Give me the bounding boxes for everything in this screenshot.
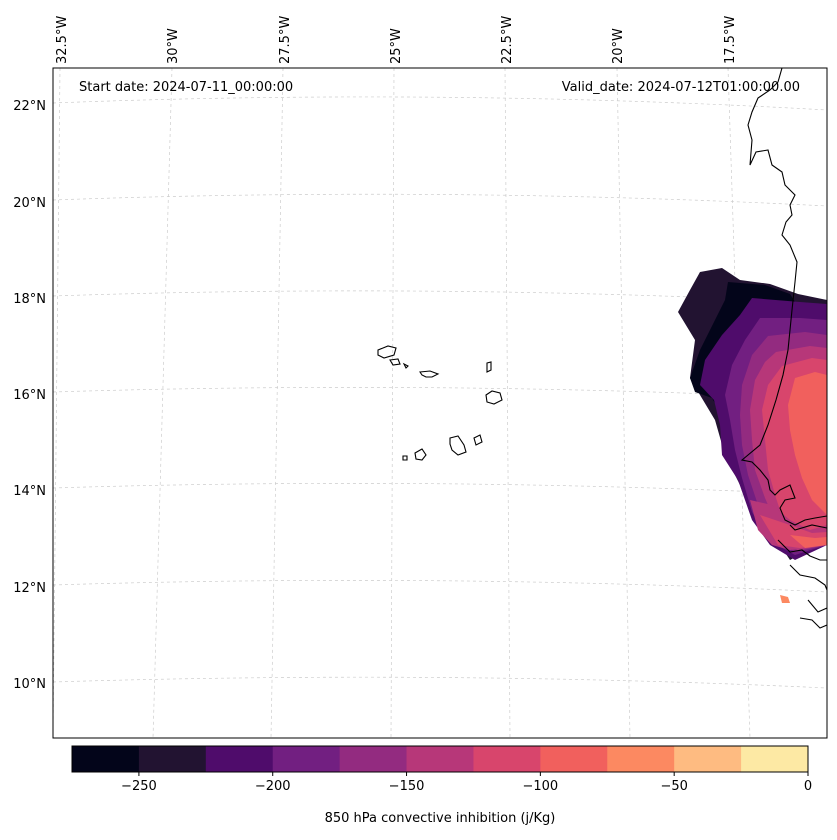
contour-level-7 (788, 372, 827, 515)
colorbar-label: 850 hPa convective inhibition (j/Kg) (325, 811, 556, 826)
graticule (53, 68, 827, 738)
coastlines (740, 68, 827, 629)
lon-label-25w: 25°W (389, 28, 404, 64)
colorbar-swatch (674, 746, 742, 772)
lon-label-30w: 30°W (166, 28, 181, 64)
colorbar-tick-label: −100 (523, 779, 559, 794)
valid-date-label: Valid_date: 2024-07-12T01:00:00.00 (562, 80, 800, 95)
colorbar-swatch (741, 746, 809, 772)
island-maio (473, 434, 483, 446)
colorbar-swatch (540, 746, 608, 772)
colorbar-swatch (72, 746, 140, 772)
lon-label-32p5w: 32.5°W (55, 16, 70, 64)
colorbar-tick-label: −250 (121, 779, 157, 794)
africa-coastline (740, 68, 827, 629)
lat-label-10n: 10°N (13, 677, 46, 692)
colorbar-swatch (607, 746, 675, 772)
island-boa-vista (485, 390, 503, 405)
island-sal (486, 361, 492, 373)
lat-label-14n: 14°N (13, 484, 46, 499)
lat-label-12n: 12°N (13, 581, 46, 596)
island-santo-antao (377, 345, 397, 359)
island-fogo (414, 448, 427, 461)
cape-verde-islands (377, 345, 503, 461)
colorbar-swatch (406, 746, 474, 772)
colorbar-tick-label: −50 (660, 779, 687, 794)
lat-tick-labels: 22°N 20°N 18°N 16°N 14°N 12°N 10°N (13, 99, 46, 692)
island-sao-vicente (389, 358, 401, 366)
contour-level-7b (790, 535, 827, 548)
colorbar-swatch (272, 746, 341, 772)
colorbar-swatch (138, 746, 207, 772)
island-brava (402, 455, 408, 461)
contour-level-8-patch (780, 595, 790, 603)
map-frame (52, 67, 828, 739)
island-sao-nicolau (419, 370, 440, 378)
colorbar-tick-label: −200 (255, 779, 291, 794)
lon-label-22p5w: 22.5°W (500, 16, 515, 64)
lon-label-20w: 20°W (611, 28, 626, 64)
island-santiago (449, 435, 467, 456)
lat-label-18n: 18°N (13, 292, 46, 307)
lat-label-20n: 20°N (13, 196, 46, 211)
colorbar: −250 −200 −150 −100 −50 0 (71, 745, 812, 794)
colorbar-tick-label: −150 (389, 779, 425, 794)
colorbar-tick-label: 0 (804, 779, 812, 794)
start-date-label: Start date: 2024-07-11_00:00:00 (79, 80, 293, 95)
colorbar-swatch (339, 746, 408, 772)
colorbar-border (71, 745, 809, 773)
map-panel (53, 68, 827, 738)
cin-contours (678, 268, 827, 603)
lon-label-17p5w: 17.5°W (723, 16, 738, 64)
lat-label-22n: 22°N (13, 99, 46, 114)
colorbar-swatch (473, 746, 541, 772)
lon-tick-labels: 32.5°W 30°W 27.5°W 25°W 22.5°W 20°W 17.5… (55, 16, 738, 64)
island-santa-luzia (402, 362, 409, 369)
lon-label-27p5w: 27.5°W (278, 16, 293, 64)
lat-label-16n: 16°N (13, 388, 46, 403)
colorbar-swatch (205, 746, 274, 772)
